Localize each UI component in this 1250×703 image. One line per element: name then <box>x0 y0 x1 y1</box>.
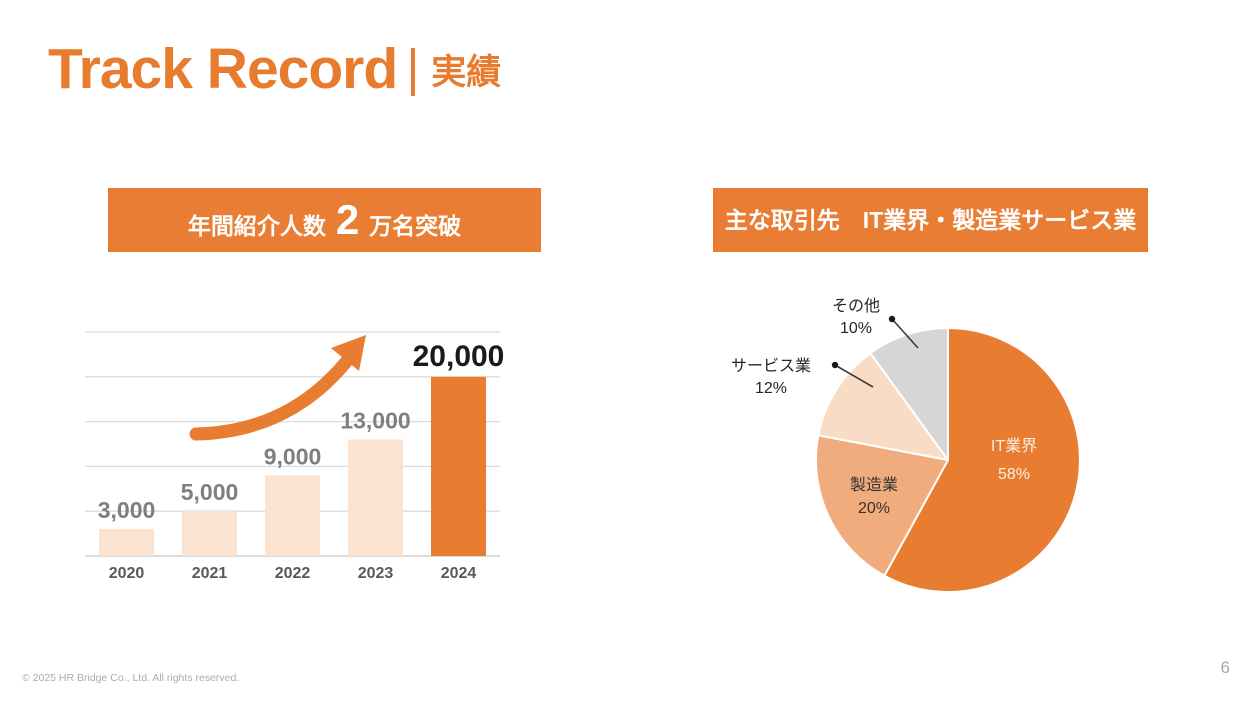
bar-banner-suffix: 万名突破 <box>369 213 462 239</box>
page-title: Track Record <box>48 36 398 101</box>
bar-value-2024: 20,000 <box>413 340 505 373</box>
page-subtitle: 実績 <box>431 52 502 92</box>
bar-banner-prefix: 年間紹介人数 <box>187 213 326 239</box>
bar-chart: 3,000 2020 5,000 2021 9,000 2022 13,000 2023 20,… <box>85 331 505 582</box>
leader-dot-その他 <box>888 315 896 323</box>
copyright: © 2025 HR Bridge Co., Ltd. All rights re… <box>22 672 240 684</box>
bar-value-2022: 9,000 <box>264 443 322 469</box>
axis-label-2021: 2021 <box>192 565 228 582</box>
leader-line-サービス業 <box>834 364 874 388</box>
bar-banner-big-number: 2 <box>335 196 360 243</box>
pie-slice-その他 <box>869 327 949 461</box>
bar-value-2020: 3,000 <box>98 497 156 523</box>
pie-chart: IT業界 58% 製造業 20% サービス業 12% その他 10% <box>731 297 1081 593</box>
pie-label-その他: その他 <box>832 297 880 315</box>
pie-label-製造業: 製造業 <box>850 476 898 494</box>
axis-label-2020: 2020 <box>109 565 145 582</box>
bar-2021 <box>182 511 237 556</box>
pie-chart-banner: 主な取引先 IT業界・製造業サービス業 <box>713 188 1148 252</box>
bar-value-2021: 5,000 <box>181 479 239 505</box>
pie-pct-IT業界: 58% <box>998 466 1030 483</box>
pie-label-IT業界: IT業界 <box>991 437 1037 455</box>
bar-value-2023: 13,000 <box>340 408 410 434</box>
axis-label-2023: 2023 <box>358 565 394 582</box>
pie-slice-サービス業 <box>817 352 949 461</box>
pie-slice-IT業界 <box>883 327 1081 593</box>
axis-label-2022: 2022 <box>275 565 311 582</box>
pie-pct-製造業: 20% <box>858 500 890 517</box>
title-row: Track Record 実績 <box>48 34 501 104</box>
growth-arrow-head <box>331 335 366 371</box>
bar-chart-banner: 年間紹介人数 2 万名突破 <box>108 188 541 252</box>
bar-2023 <box>348 439 403 556</box>
axis-label-2024: 2024 <box>441 565 477 582</box>
page-number: 6 <box>1220 658 1230 677</box>
leader-dot-サービス業 <box>831 361 839 369</box>
leader-line-その他 <box>891 318 919 349</box>
pie-label-サービス業: サービス業 <box>731 357 811 375</box>
bar-2020 <box>99 529 154 556</box>
bar-2022 <box>265 475 320 556</box>
pie-banner-label: 主な取引先 IT業界・製造業サービス業 <box>724 207 1137 233</box>
pie-pct-サービス業: 12% <box>755 380 787 397</box>
bar-2024 <box>431 376 486 556</box>
pie-pct-その他: 10% <box>840 320 872 337</box>
growth-arrow-shaft <box>189 355 353 441</box>
pie-slice-製造業 <box>814 434 949 577</box>
title-separator <box>411 48 416 96</box>
